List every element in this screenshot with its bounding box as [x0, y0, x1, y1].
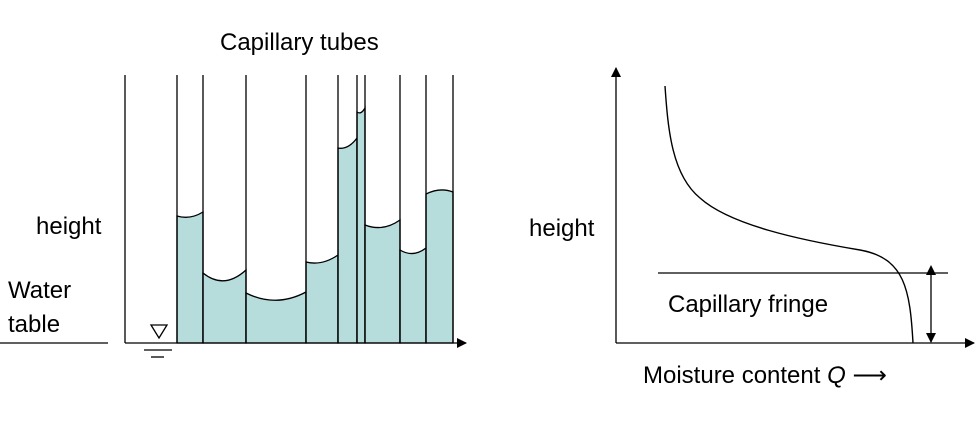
- capillary-tubes-title: Capillary tubes: [220, 29, 379, 56]
- moisture-content-text: Moisture content: [643, 362, 821, 389]
- water-table-triangle-icon: [144, 324, 172, 358]
- moisture-content-curve: [664, 85, 914, 344]
- tube-walls: [124, 75, 454, 343]
- moisture-content-axis-label: Moisture content Q ⟶: [643, 362, 887, 390]
- moisture-symbol: Q: [827, 362, 846, 389]
- tube-water-5: [337, 136, 358, 344]
- water-table-label-line1: Water: [8, 277, 72, 304]
- right-height-label: height: [529, 215, 595, 242]
- tube-water-4: [305, 253, 339, 344]
- tube-water-8: [399, 246, 427, 344]
- tube-water-9: [425, 189, 454, 344]
- capillary-fringe-label: Capillary fringe: [668, 291, 829, 318]
- tube-water-3: [245, 290, 307, 344]
- tube-water-group: [176, 105, 454, 344]
- axis-label-arrow-icon: ⟶: [852, 362, 887, 389]
- left-height-label: height: [36, 213, 102, 240]
- water-table-label: Water table: [8, 274, 71, 342]
- tube-water-7: [364, 218, 401, 344]
- water-table-label-line2: table: [8, 311, 61, 338]
- tube-water-1: [176, 210, 204, 344]
- tube-water-6: [356, 105, 366, 344]
- tube-water-2: [202, 268, 247, 344]
